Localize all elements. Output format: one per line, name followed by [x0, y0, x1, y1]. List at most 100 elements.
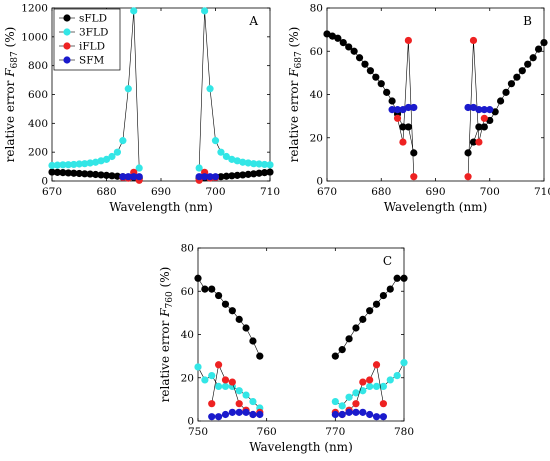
panel-a-series-sfld-point-1-8 [239, 171, 247, 179]
panel-a-ytick-label-400: 400 [28, 118, 48, 130]
panel-c-series-3fld-point-1-9 [393, 371, 401, 380]
panel-b-y-axis-title-variable: F [287, 68, 301, 78]
panel-b-series-ifld-point-1-2 [475, 138, 483, 146]
panel-c-series-ifld-point-1-6 [372, 361, 381, 369]
panel-b-series-sfld-point-0-15 [404, 123, 412, 131]
panel-b-series-ifld-point-0-2 [404, 36, 412, 45]
panel-b-series-sfm-point-0-0 [388, 106, 396, 114]
panel-b-series-sfld-point-0-3 [339, 39, 347, 47]
panel-b-series-ifld-point-0-1 [399, 138, 407, 146]
panel-c-series-sfm-point-1-4 [359, 408, 367, 416]
panel-a-xtick-label-700: 700 [205, 186, 225, 198]
panel-c-series-3fld-point-0-6 [235, 387, 243, 395]
panel-b-series-sfld-point-1-5 [491, 108, 499, 116]
panel-b-series-sfld-point-1-7 [502, 88, 510, 96]
panel-c-series-sfld-point-1-5 [366, 307, 374, 315]
panel-c-series-3fld-point-1-2 [345, 393, 353, 401]
panel-a-series-sfld-point-1-12 [260, 169, 269, 177]
panel-c-letter: C [383, 254, 392, 268]
panel-c-series-ifld-point-1-5 [366, 376, 374, 384]
panel-b-series-sfld-point-1-9 [513, 73, 521, 81]
panel-c-series-sfm-point-0-7 [256, 410, 264, 419]
panel-a-xtick-label-670: 670 [42, 186, 62, 198]
panel-a-series-3fld-point-0-11 [108, 152, 116, 161]
panel-b-series-sfld-point-1-0 [464, 149, 472, 157]
panel-a-series-3fld-point-1-10 [250, 160, 258, 168]
panel-a-series-3fld-point-0-8 [92, 158, 100, 166]
panel-c-series-3fld-point-1-7 [379, 382, 387, 390]
panel-c-series-3fld-point-0-0 [194, 363, 202, 371]
panel-c-series-3fld-point-1-3 [352, 389, 360, 397]
panel-c: 750 760 770 780 0 20 40 60 80 Wavelength (nm) rela… [158, 243, 414, 455]
panel-a-series-sfld-point-0-10 [102, 171, 111, 179]
panel-b-x-axis-title: Wavelength (nm) [384, 200, 488, 214]
panel-b-series-sfld-point-0-4 [345, 43, 353, 51]
panel-b-series-sfld-point-1-4 [486, 116, 494, 125]
panel-a-series-3fld-point-1-11 [255, 160, 263, 168]
panel-a-ytick-label-0: 0 [41, 176, 48, 188]
panel-c-y-axis-title: relative error F760 (%) [158, 267, 175, 403]
panel-b-xtick-label-710: 710 [534, 186, 550, 198]
panel-b-series-sfld-point-0-16 [410, 149, 418, 157]
panel-a-series-3fld-point-1-7 [233, 157, 241, 165]
panel-c-series-ifld-point-0-0 [208, 400, 216, 408]
panel-b-series-sfm-point-0-1 [393, 106, 402, 114]
panel-a-legend-entry-sfm-marker [63, 56, 71, 64]
panel-b: 670 680 690 700 710 0 20 40 60 80 Wavelength (nm) r… [287, 3, 550, 215]
panel-c-series-sfld-point-1-7 [379, 291, 387, 300]
panel-a-series-sfld-point-0-4 [70, 169, 78, 177]
panel-a-series-sfld-point-0-1 [53, 168, 62, 176]
panel-a-series-sfld-point-0-0 [48, 168, 56, 176]
panel-c-series-sfm-point-0-6 [249, 410, 257, 419]
panel-a-series-sfld-point-0-7 [86, 170, 94, 178]
panel-a-series-3fld-point-1-4 [217, 148, 225, 156]
panel-b-ytick-label-80: 80 [310, 3, 323, 15]
panel-b-y-axis-title-suffix: (%) [287, 27, 301, 52]
panel-a-xtick-label-680: 680 [96, 186, 116, 198]
panel-c-series-sfm-point-1-3 [352, 408, 360, 416]
panel-a-series-sfld-point-1-5 [222, 172, 230, 180]
panel-a-series-sfld-point-0-5 [75, 169, 83, 178]
panel-c-series-3fld-point-0-8 [249, 397, 257, 406]
panel-a-series-sfm-point-1-3 [211, 173, 220, 181]
panel-a-series-sfm-point-1-2 [206, 173, 214, 181]
panel-b-series-sfm-point-1-3 [480, 106, 488, 114]
panel-c-y-axis-title-prefix: relative error [158, 317, 172, 403]
panel-b-series-sfld-line-0 [326, 33, 415, 153]
panel-a-series-sfld-point-0-2 [59, 169, 67, 177]
panel-b-series-sfld-point-0-1 [328, 32, 337, 40]
panel-c-series-3fld-point-1-8 [386, 376, 394, 384]
panel-a-series-sfld-point-0-6 [81, 170, 89, 178]
panel-a-legend-entry-3fld-marker [63, 28, 71, 36]
panel-c-series-sfld-point-1-2 [345, 335, 353, 343]
panel-c-ytick-label-20: 20 [181, 372, 194, 384]
panel-a-x-axis-title: Wavelength (nm) [109, 200, 213, 214]
panel-c-series-3fld-point-1-4 [359, 387, 367, 395]
panel-c-series-ifld-point-1-3 [352, 400, 360, 408]
panel-b-ytick-label-0: 0 [316, 176, 323, 188]
panel-c-series-3fld-point-1-6 [372, 382, 381, 390]
panel-c-series-ifld [208, 361, 387, 419]
panel-b-series-sfld-point-1-6 [497, 97, 505, 105]
panel-c-series-sfld-point-0-6 [235, 315, 243, 323]
panel-b-series-sfm-point-1-4 [486, 106, 494, 114]
panel-c-series-3fld-point-1-10 [400, 359, 408, 367]
panel-b-series-sfld-point-1-13 [534, 45, 543, 53]
panel-a-xtick-label-710: 710 [260, 186, 280, 198]
panel-b-y-axis-title-subscript: 687 [294, 51, 304, 68]
panel-a-series-3fld-point-0-9 [97, 157, 105, 165]
panel-a-series-sfld-point-1-11 [255, 169, 263, 177]
panel-a-series-3fld-point-0-14 [124, 85, 132, 93]
panel-c-xtick-label-780: 780 [394, 426, 414, 438]
panel-a-series-sfld-point-1-13 [266, 168, 274, 176]
panel-a-ytick-label-1000: 1000 [21, 31, 48, 43]
panel-c-series-sfm [208, 408, 387, 421]
panel-a-series-sfld-point-0-9 [97, 171, 105, 179]
panel-a-series-sfld-point-0-3 [64, 169, 72, 177]
panel-c-series-sfld-point-1-1 [338, 346, 346, 354]
panel-a-ytick-label-600: 600 [28, 89, 48, 101]
panel-c-series-sfld-point-1-4 [359, 315, 367, 323]
panel-b-series-sfld-point-1-1 [469, 138, 478, 146]
panel-a-series-3fld-point-0-12 [113, 148, 121, 156]
